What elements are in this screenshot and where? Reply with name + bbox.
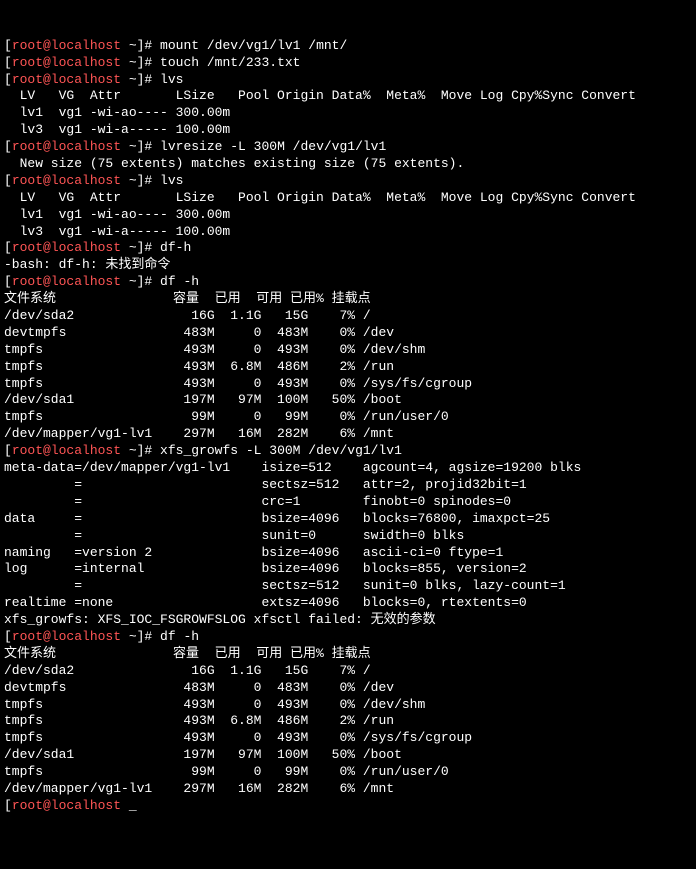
terminal-output: [root@localhost ~]# mount /dev/vg1/lv1 /… — [4, 38, 692, 815]
